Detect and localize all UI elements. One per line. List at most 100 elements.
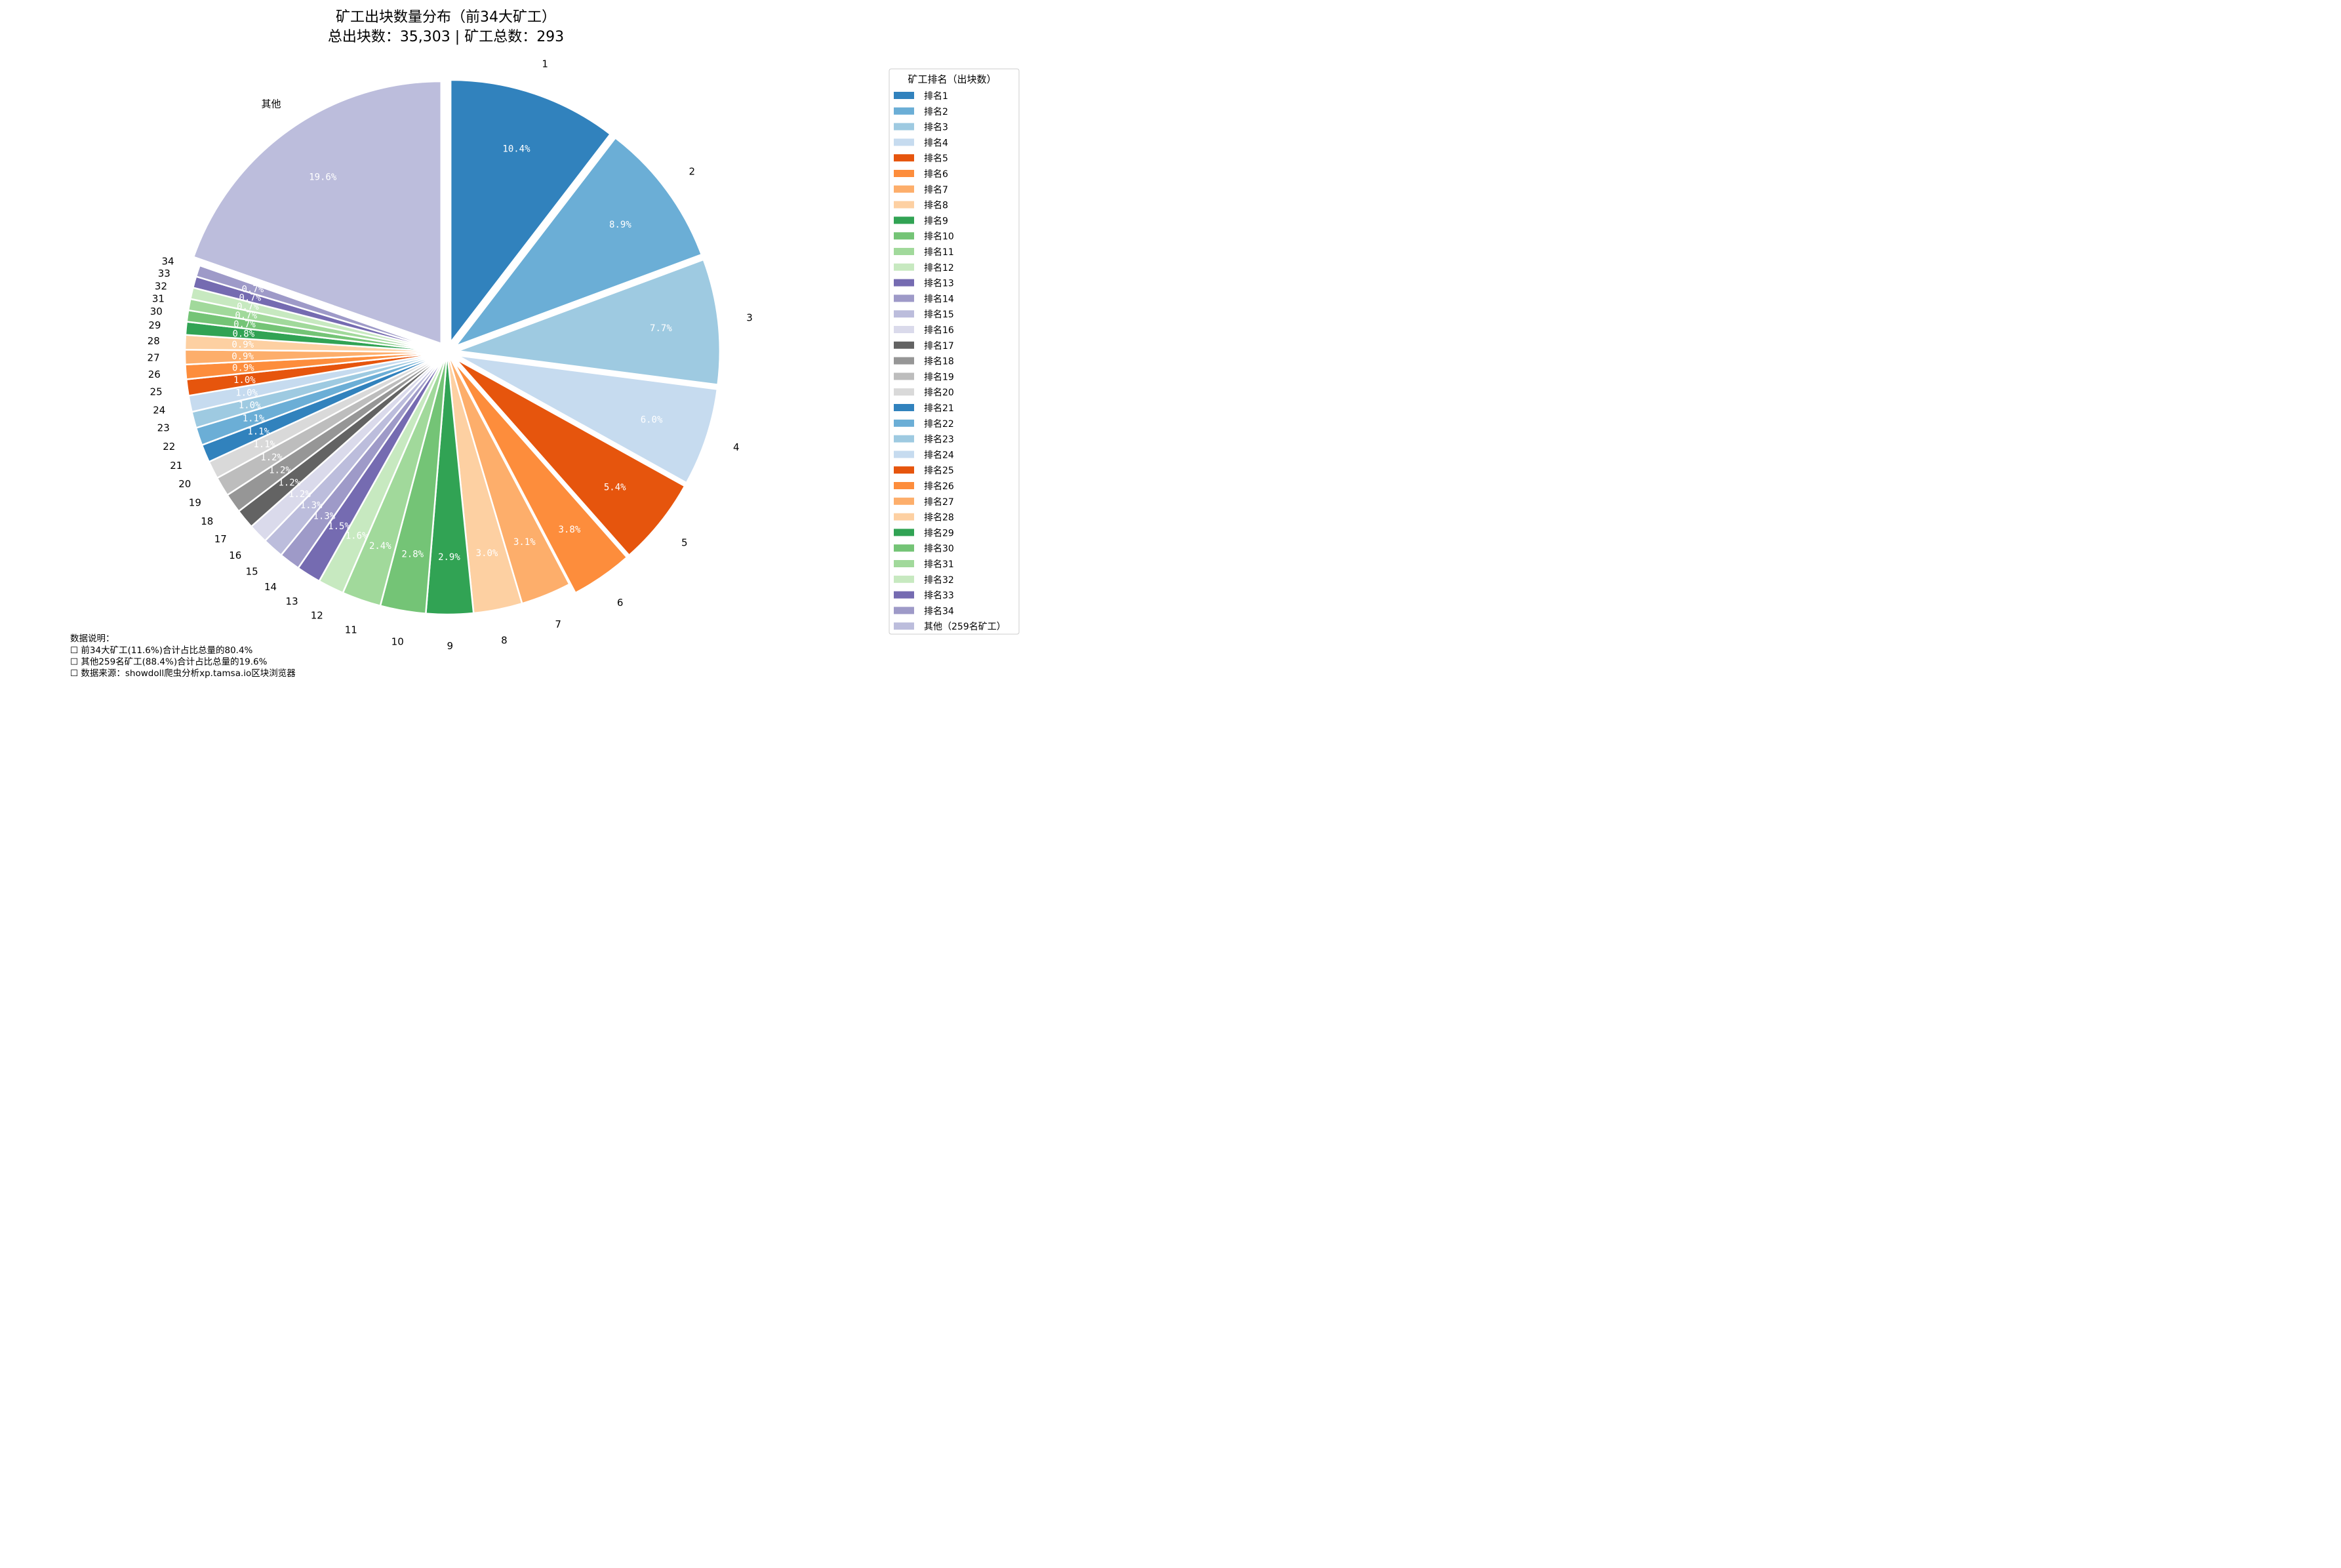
slice-label-rank-32: 32 — [155, 280, 167, 292]
slice-percent-rank-28: 0.9% — [231, 340, 254, 350]
legend-label: 排名10 — [924, 231, 954, 242]
slice-percent-rank-4: 6.0% — [641, 415, 663, 426]
legend-label: 排名4 — [924, 138, 948, 148]
legend-label: 排名14 — [924, 294, 954, 304]
slice-percent-rank-14: 1.3% — [313, 511, 335, 521]
slice-label-rank-31: 31 — [152, 293, 165, 305]
legend-swatch — [894, 591, 914, 599]
pie-slice-rank-34 — [195, 264, 449, 353]
legend-swatch — [894, 263, 914, 271]
slice-percent-rank-12: 1.6% — [346, 531, 368, 542]
legend-label: 排名28 — [924, 513, 954, 523]
legend-swatch — [894, 529, 914, 536]
slice-label-rank-30: 30 — [150, 306, 163, 317]
legend-label: 排名8 — [924, 201, 948, 211]
legend-swatch — [894, 357, 914, 365]
legend-swatch — [894, 544, 914, 552]
legend-frame — [889, 68, 1020, 635]
legend-item-rank-7: 排名7 — [894, 185, 948, 195]
legend-item-rank-14: 排名14 — [894, 294, 954, 304]
slice-percent-rank-5: 5.4% — [604, 482, 626, 493]
slice-percent-rank-13: 1.5% — [328, 521, 350, 532]
slice-label-rank-2: 2 — [689, 165, 696, 177]
slice-label-rank-6: 6 — [617, 597, 624, 609]
legend-item-rank-34: 排名34 — [894, 606, 954, 616]
legend-swatch — [894, 310, 914, 318]
slice-percent-rank-11: 2.4% — [369, 541, 391, 552]
slice-percent-rank-26: 0.9% — [232, 363, 254, 374]
legend-swatch — [894, 497, 914, 505]
legend-swatch — [894, 170, 914, 177]
legend-swatch — [894, 138, 914, 146]
legend-item-others: 其他（259名矿工） — [894, 622, 1006, 632]
slice-label-rank-33: 33 — [158, 268, 170, 279]
pie-center — [438, 343, 456, 361]
legend-swatch — [894, 435, 914, 443]
legend-item-rank-23: 排名23 — [894, 435, 954, 445]
legend-item-rank-17: 排名17 — [894, 341, 954, 352]
slice-percent-rank-27: 0.9% — [231, 352, 254, 362]
legend-swatch — [894, 482, 914, 489]
legend-swatch — [894, 575, 914, 583]
pie-slice-rank-1 — [449, 79, 611, 344]
slice-label-rank-21: 21 — [170, 460, 182, 472]
slice-percent-rank-25: 1.0% — [233, 375, 256, 386]
legend-item-rank-25: 排名25 — [894, 466, 954, 476]
legend-item-rank-22: 排名22 — [894, 419, 954, 430]
slice-percent-rank-34: 0.7% — [241, 284, 264, 294]
legend-label: 排名9 — [924, 216, 948, 226]
legend-item-rank-33: 排名33 — [894, 591, 954, 601]
legend-item-rank-31: 排名31 — [894, 559, 954, 570]
legend-label: 排名5 — [924, 153, 948, 164]
legend-item-rank-27: 排名27 — [894, 497, 954, 508]
slice-percent-rank-31: 0.7% — [235, 310, 257, 321]
legend-label: 排名2 — [924, 107, 948, 117]
slice-label-rank-11: 11 — [345, 624, 357, 635]
slice-label-rank-26: 26 — [148, 369, 161, 380]
slice-label-rank-23: 23 — [157, 422, 170, 434]
slice-label-rank-8: 8 — [501, 634, 508, 646]
slice-percent-rank-8: 3.0% — [476, 548, 498, 559]
slice-label-rank-19: 19 — [189, 497, 201, 509]
data-notes: 数据说明： ☐ 前34大矿工(11.6%)合计占比总量的80.4%☐ 其他259… — [70, 633, 296, 679]
legend-label: 排名30 — [924, 544, 954, 554]
notes-line-1: ☐ 前34大矿工(11.6%)合计占比总量的80.4% — [70, 645, 253, 656]
legend-label: 排名3 — [924, 123, 948, 133]
legend-swatch — [894, 622, 914, 630]
legend-item-rank-2: 排名2 — [894, 107, 948, 117]
slice-label-rank-34: 34 — [161, 255, 174, 267]
slice-percent-rank-32: 0.7% — [237, 302, 259, 312]
legend: 矿工排名（出块数） 排名1 排名2 排名3 排名4 排名5 排名6 排名7 排名8 排名9 排名1… — [889, 68, 1020, 635]
legend-label: 排名19 — [924, 372, 954, 382]
pie-slice-others — [192, 80, 442, 345]
slice-percent-rank-21: 1.1% — [247, 427, 270, 437]
legend-label: 排名18 — [924, 357, 954, 367]
slice-label-rank-7: 7 — [555, 618, 561, 630]
slice-percent-rank-19: 1.2% — [260, 452, 283, 463]
legend-label: 排名32 — [924, 575, 954, 586]
legend-item-rank-20: 排名20 — [894, 388, 954, 398]
legend-item-rank-30: 排名30 — [894, 544, 954, 554]
legend-item-rank-9: 排名9 — [894, 216, 948, 226]
legend-swatch — [894, 92, 914, 99]
legend-label: 其他（259名矿工） — [924, 622, 1006, 632]
legend-swatch — [894, 560, 914, 567]
legend-label: 排名25 — [924, 466, 954, 476]
slice-label-rank-14: 14 — [264, 581, 277, 593]
legend-item-rank-8: 排名8 — [894, 201, 948, 211]
slice-percent-rank-9: 2.9% — [438, 552, 460, 563]
legend-label: 排名13 — [924, 279, 954, 289]
slice-label-others: 其他 — [262, 98, 281, 110]
legend-item-rank-26: 排名26 — [894, 481, 954, 492]
slice-label-rank-16: 16 — [229, 550, 241, 561]
slice-label-rank-12: 12 — [311, 610, 323, 622]
legend-label: 排名27 — [924, 497, 954, 508]
slice-label-rank-1: 1 — [542, 58, 548, 70]
legend-title: 矿工排名（出块数） — [908, 73, 996, 85]
slice-percent-rank-29: 0.8% — [232, 329, 254, 340]
legend-label: 排名24 — [924, 450, 954, 460]
legend-label: 排名6 — [924, 169, 948, 180]
legend-item-rank-21: 排名21 — [894, 403, 954, 414]
slice-label-rank-13: 13 — [286, 595, 298, 607]
chart-canvas: 矿工出块数量分布（前34大矿工） 总出块数：35,303 | 矿工总数：293 … — [70, 9, 1020, 679]
